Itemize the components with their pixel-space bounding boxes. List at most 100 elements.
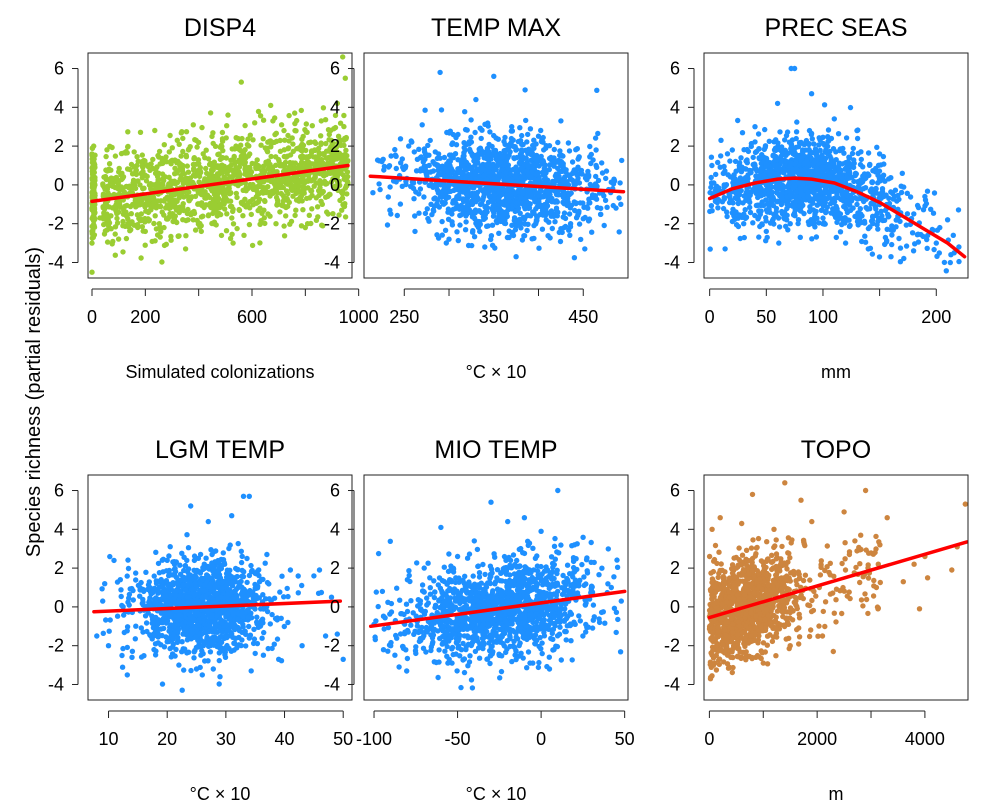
data-point bbox=[779, 193, 785, 200]
data-point bbox=[793, 166, 800, 173]
y-tick-label: -2 bbox=[324, 214, 340, 234]
data-point bbox=[106, 204, 112, 210]
data-point bbox=[105, 221, 111, 227]
data-point bbox=[292, 212, 298, 219]
data-point bbox=[897, 259, 904, 265]
data-point bbox=[787, 192, 793, 199]
data-point bbox=[257, 240, 263, 246]
data-point bbox=[522, 199, 528, 205]
data-point bbox=[821, 102, 828, 108]
data-point bbox=[216, 151, 222, 157]
data-point bbox=[934, 253, 940, 259]
data-point bbox=[531, 235, 537, 242]
data-point bbox=[538, 153, 544, 160]
data-point bbox=[847, 104, 854, 111]
data-point bbox=[766, 203, 772, 209]
data-point bbox=[831, 158, 837, 164]
data-point bbox=[268, 153, 274, 160]
data-point bbox=[248, 562, 254, 569]
data-point bbox=[448, 170, 455, 176]
data-point bbox=[548, 208, 555, 214]
data-point bbox=[552, 219, 558, 225]
data-point bbox=[308, 188, 315, 194]
data-point bbox=[344, 191, 350, 197]
data-point bbox=[219, 138, 226, 144]
data-point bbox=[144, 173, 150, 180]
data-point bbox=[141, 157, 147, 164]
data-point bbox=[440, 201, 447, 207]
data-point bbox=[867, 188, 873, 194]
data-point bbox=[285, 593, 291, 600]
data-point bbox=[191, 156, 197, 162]
data-point bbox=[273, 162, 279, 168]
data-point bbox=[125, 144, 131, 150]
data-point bbox=[334, 100, 340, 107]
data-point bbox=[387, 184, 393, 190]
data-point bbox=[763, 197, 769, 203]
data-point bbox=[133, 577, 139, 583]
data-point bbox=[594, 164, 600, 171]
data-point bbox=[931, 190, 938, 196]
data-point bbox=[518, 225, 524, 231]
data-point bbox=[842, 180, 849, 186]
data-point bbox=[437, 69, 443, 76]
data-point bbox=[791, 161, 798, 167]
y-tick-label: 6 bbox=[330, 59, 340, 79]
data-point bbox=[132, 636, 138, 642]
data-point bbox=[330, 211, 336, 217]
data-point bbox=[416, 210, 422, 216]
data-point bbox=[792, 202, 798, 208]
data-point bbox=[459, 203, 465, 210]
data-point bbox=[604, 204, 610, 210]
data-point bbox=[727, 158, 733, 164]
data-point bbox=[300, 207, 306, 213]
data-point bbox=[548, 154, 554, 161]
data-point bbox=[922, 203, 928, 209]
shared-y-axis-label: Species richness (partial residuals) bbox=[23, 247, 45, 557]
data-point bbox=[898, 189, 905, 196]
data-point bbox=[444, 129, 450, 136]
data-point bbox=[601, 222, 607, 229]
data-point bbox=[482, 211, 489, 217]
data-point bbox=[805, 147, 811, 153]
data-point bbox=[234, 225, 240, 232]
data-point bbox=[769, 219, 775, 226]
data-point bbox=[867, 206, 873, 212]
data-point bbox=[525, 131, 531, 138]
data-point bbox=[889, 241, 895, 248]
data-point bbox=[120, 223, 126, 229]
data-point bbox=[230, 240, 236, 246]
data-point bbox=[297, 194, 304, 200]
data-point bbox=[318, 140, 324, 146]
data-point bbox=[846, 168, 853, 174]
data-point bbox=[105, 214, 111, 221]
data-point bbox=[739, 130, 746, 136]
data-point bbox=[288, 186, 295, 193]
data-point bbox=[508, 135, 515, 142]
data-point bbox=[297, 162, 303, 169]
data-point bbox=[715, 159, 721, 166]
data-point bbox=[180, 178, 186, 184]
data-point bbox=[322, 178, 328, 185]
y-tick-label: -4 bbox=[664, 252, 680, 272]
data-point bbox=[539, 211, 545, 217]
data-point bbox=[457, 212, 463, 219]
data-point bbox=[582, 246, 588, 252]
data-point bbox=[819, 152, 825, 158]
data-point bbox=[513, 147, 519, 153]
data-point bbox=[161, 142, 167, 148]
data-point bbox=[775, 215, 782, 221]
data-point bbox=[756, 234, 762, 240]
data-point bbox=[161, 242, 168, 249]
data-point bbox=[101, 174, 107, 180]
data-point bbox=[463, 219, 469, 225]
data-point bbox=[525, 162, 531, 169]
data-point bbox=[528, 151, 534, 158]
data-point bbox=[275, 201, 281, 207]
data-point bbox=[783, 132, 790, 139]
data-point bbox=[554, 177, 560, 183]
data-point bbox=[466, 141, 472, 147]
data-point bbox=[519, 141, 525, 147]
